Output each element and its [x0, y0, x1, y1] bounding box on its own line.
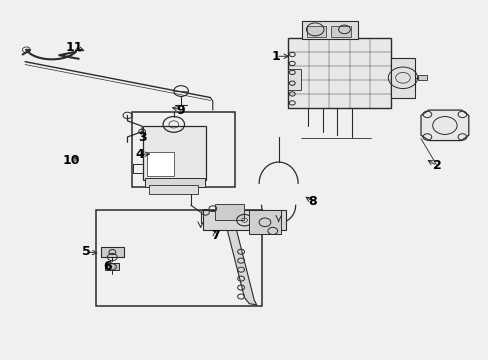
Polygon shape — [222, 223, 256, 305]
Text: 10: 10 — [62, 154, 80, 167]
Bar — [143, 126, 206, 180]
Bar — [105, 263, 119, 270]
Bar — [147, 152, 173, 176]
Polygon shape — [420, 110, 468, 140]
Text: 1: 1 — [271, 50, 280, 63]
Bar — [203, 211, 285, 230]
Bar — [390, 58, 414, 98]
Text: 8: 8 — [308, 195, 316, 208]
Bar — [417, 75, 427, 80]
Bar — [144, 178, 205, 187]
Text: 7: 7 — [210, 229, 219, 242]
Bar — [302, 21, 357, 40]
Bar — [288, 69, 300, 90]
Bar — [249, 211, 281, 234]
Text: 6: 6 — [103, 260, 112, 273]
Bar — [215, 204, 244, 220]
Bar — [330, 26, 350, 37]
Bar — [101, 247, 124, 257]
Text: 11: 11 — [65, 41, 82, 54]
Text: 9: 9 — [177, 104, 185, 117]
Bar — [149, 185, 198, 194]
Text: 3: 3 — [138, 131, 146, 144]
Bar — [288, 39, 390, 108]
Text: 4: 4 — [135, 148, 144, 161]
Bar — [96, 210, 261, 306]
Text: 5: 5 — [81, 245, 90, 258]
Text: 2: 2 — [432, 159, 441, 172]
Bar — [132, 112, 234, 187]
Bar — [306, 26, 326, 37]
